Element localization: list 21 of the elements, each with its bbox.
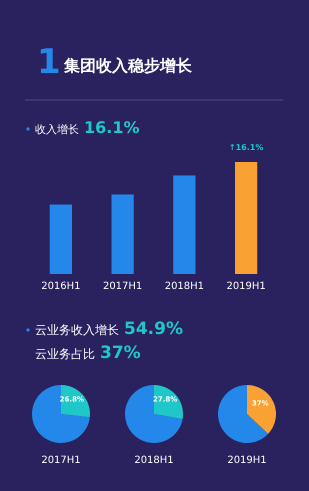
chart-title: 集团收入稳步增长 — [63, 56, 193, 75]
bar — [112, 194, 134, 274]
text: 云业务占比 37% — [35, 343, 141, 363]
annotation: ↑16.1% — [228, 143, 264, 152]
x-tick-label: 2016H1 — [41, 281, 81, 292]
chart-subtitle: 收入增长 16.1% — [35, 118, 140, 137]
bar — [173, 175, 196, 274]
x-tick-label: 2018H1 — [164, 281, 204, 292]
pie-slice — [125, 385, 183, 443]
pie-slice — [218, 385, 268, 443]
text: 1 — [37, 42, 61, 82]
x-tick-label: 2017H1 — [102, 281, 142, 292]
bar — [50, 204, 72, 274]
text: 2018H1 — [134, 455, 174, 466]
x-tick-label: 2019H1 — [226, 281, 266, 292]
text: 云业务收入增长 54.9% — [35, 319, 183, 339]
bar — [235, 162, 258, 274]
text: 2017H1 — [41, 455, 81, 466]
pie-slice — [32, 385, 90, 443]
pie-slice — [247, 385, 276, 434]
text: 2019H1 — [227, 455, 267, 466]
